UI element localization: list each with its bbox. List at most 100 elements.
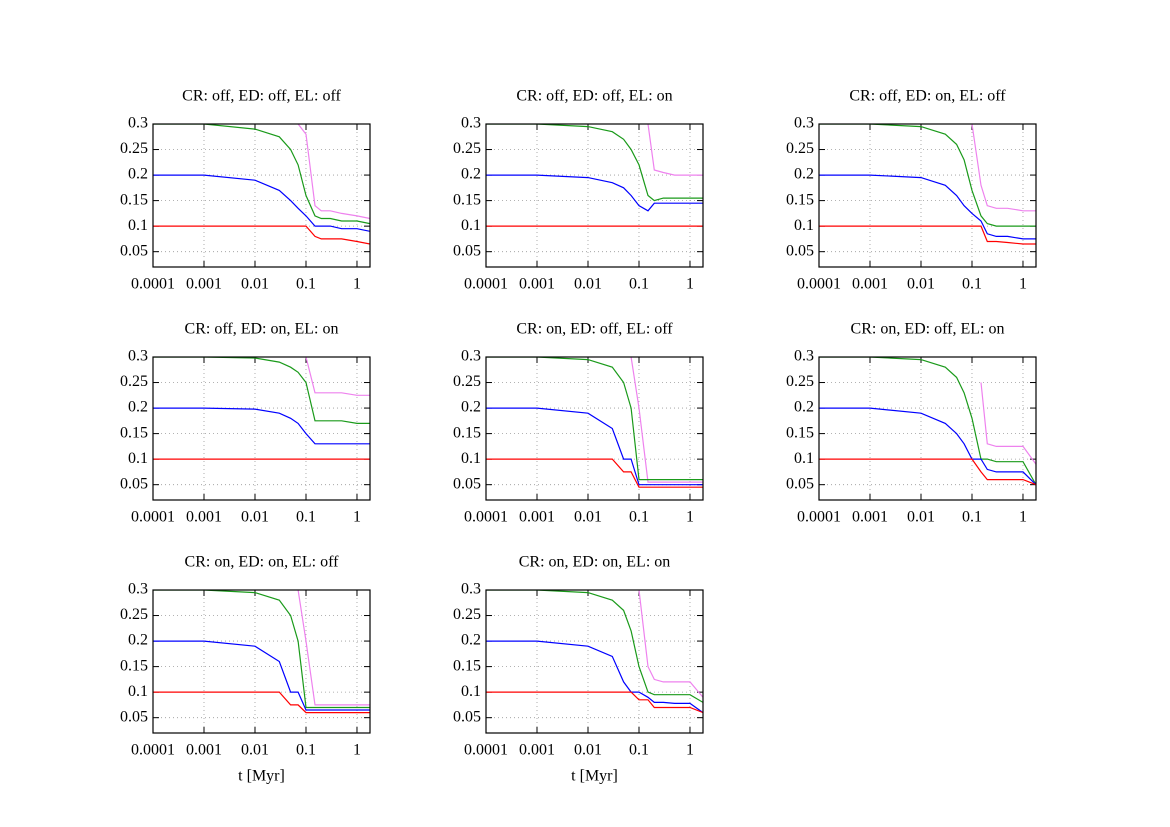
y-tick-label: 0.3: [128, 581, 148, 598]
y-tick-label: 0.25: [120, 373, 148, 390]
series-line: [305, 357, 370, 396]
panel-title: CR: off, ED: on, EL: on: [185, 321, 339, 338]
y-tick-label: 0.15: [120, 657, 148, 674]
plot-frame: [152, 123, 371, 268]
x-tick-label: 0.0001: [464, 742, 508, 759]
x-tick-label: 1: [686, 742, 694, 759]
x-tick-label: 0.01: [241, 509, 269, 526]
x-tick-label: 0.1: [296, 276, 316, 293]
x-tick-label: 0.0001: [464, 509, 508, 526]
y-tick-label: 0.25: [786, 140, 814, 157]
panel: CR: off, ED: on, EL: on 0.05 0.1 0.15 0.2 0.2…: [120, 321, 371, 526]
y-tick-label: 0.1: [461, 450, 481, 467]
x-tick-label: 0.0001: [797, 276, 841, 293]
y-tick-label: 0.05: [120, 242, 148, 259]
series-line: [297, 590, 370, 706]
plot-frame: [818, 123, 1037, 268]
y-tick-label: 0.2: [461, 399, 481, 416]
plot-frame: [485, 589, 704, 734]
y-tick-label: 0.3: [128, 348, 148, 365]
x-tick-label: 0.1: [629, 742, 649, 759]
series-line: [486, 124, 703, 202]
y-tick-label: 0.05: [786, 242, 814, 259]
panel-title: CR: off, ED: on, EL: off: [849, 88, 1006, 105]
y-tick-label: 0.3: [128, 115, 148, 132]
x-tick-label: 0.01: [574, 742, 602, 759]
x-tick-label: 1: [686, 509, 694, 526]
x-tick-label: 1: [1019, 509, 1027, 526]
y-tick-label: 0.15: [453, 191, 481, 208]
y-tick-label: 0.05: [453, 708, 481, 725]
x-axis-label: t [Myr]: [238, 768, 285, 785]
panel-title: CR: on, ED: on, EL: off: [185, 554, 340, 571]
y-tick-label: 0.15: [453, 424, 481, 441]
panel: CR: off, ED: off, EL: on 0.05 0.1 0.15 0.2 0.…: [453, 88, 704, 293]
y-tick-label: 0.1: [128, 450, 148, 467]
panel-title: CR: on, ED: off, EL: off: [516, 321, 673, 338]
y-tick-label: 0.15: [453, 657, 481, 674]
panel: CR: on, ED: on, EL: off 0.05 0.1 0.15 0.2 0.2…: [120, 554, 371, 785]
series-line: [153, 590, 370, 709]
x-tick-label: 0.0001: [797, 509, 841, 526]
x-tick-label: 0.001: [186, 509, 222, 526]
y-tick-label: 0.3: [794, 115, 814, 132]
y-tick-label: 0.05: [786, 475, 814, 492]
x-tick-label: 0.001: [519, 742, 555, 759]
y-tick-label: 0.25: [120, 140, 148, 157]
y-tick-label: 0.05: [120, 475, 148, 492]
panel: CR: on, ED: on, EL: on 0.05 0.1 0.15 0.2 0.25…: [453, 554, 704, 785]
y-tick-label: 0.1: [794, 450, 814, 467]
y-tick-label: 0.25: [453, 606, 481, 623]
x-tick-label: 0.001: [186, 276, 222, 293]
series-line: [980, 382, 1036, 465]
series-line: [486, 458, 703, 488]
panel-title: CR: on, ED: off, EL: on: [851, 321, 1005, 338]
y-tick-label: 0.3: [461, 581, 481, 598]
x-tick-label: 0.01: [241, 742, 269, 759]
y-tick-label: 0.05: [453, 475, 481, 492]
plot-frame: [152, 356, 371, 501]
series-line: [819, 124, 1036, 227]
series-line: [819, 357, 1036, 485]
plot-frame: [152, 589, 371, 734]
x-axis-label: t [Myr]: [571, 768, 618, 785]
series-line: [153, 174, 370, 232]
y-tick-label: 0.15: [120, 191, 148, 208]
x-tick-label: 0.001: [186, 742, 222, 759]
series-line: [153, 640, 370, 711]
series-line: [630, 357, 703, 483]
x-tick-label: 0.001: [852, 276, 888, 293]
series-line: [297, 124, 370, 220]
x-tick-label: 0.0001: [131, 509, 175, 526]
plot-frame: [485, 123, 704, 268]
y-tick-label: 0.15: [120, 424, 148, 441]
panel: CR: off, ED: on, EL: off 0.05 0.1 0.15 0.2 0.…: [786, 88, 1037, 293]
y-tick-label: 0.25: [120, 606, 148, 623]
x-tick-label: 0.0001: [131, 276, 175, 293]
series-line: [971, 124, 1036, 212]
series-line: [486, 691, 703, 714]
x-tick-label: 1: [353, 742, 361, 759]
x-tick-label: 0.01: [907, 509, 935, 526]
series-line: [486, 640, 703, 714]
x-tick-label: 0.1: [629, 276, 649, 293]
y-tick-label: 0.2: [461, 166, 481, 183]
series-line: [153, 124, 370, 225]
x-tick-label: 0.1: [296, 509, 316, 526]
y-tick-label: 0.2: [128, 166, 148, 183]
series-line: [153, 225, 370, 245]
y-tick-label: 0.2: [794, 399, 814, 416]
panel-title: CR: off, ED: off, EL: on: [516, 88, 672, 105]
y-tick-label: 0.1: [128, 217, 148, 234]
x-tick-label: 0.01: [574, 276, 602, 293]
y-tick-label: 0.1: [461, 217, 481, 234]
panel-title: CR: off, ED: off, EL: off: [182, 88, 341, 105]
x-tick-label: 1: [353, 509, 361, 526]
y-tick-label: 0.2: [128, 632, 148, 649]
y-tick-label: 0.25: [453, 140, 481, 157]
y-tick-label: 0.15: [786, 191, 814, 208]
series-line: [153, 407, 370, 445]
y-tick-label: 0.3: [794, 348, 814, 365]
x-tick-label: 0.1: [296, 742, 316, 759]
y-tick-label: 0.2: [794, 166, 814, 183]
